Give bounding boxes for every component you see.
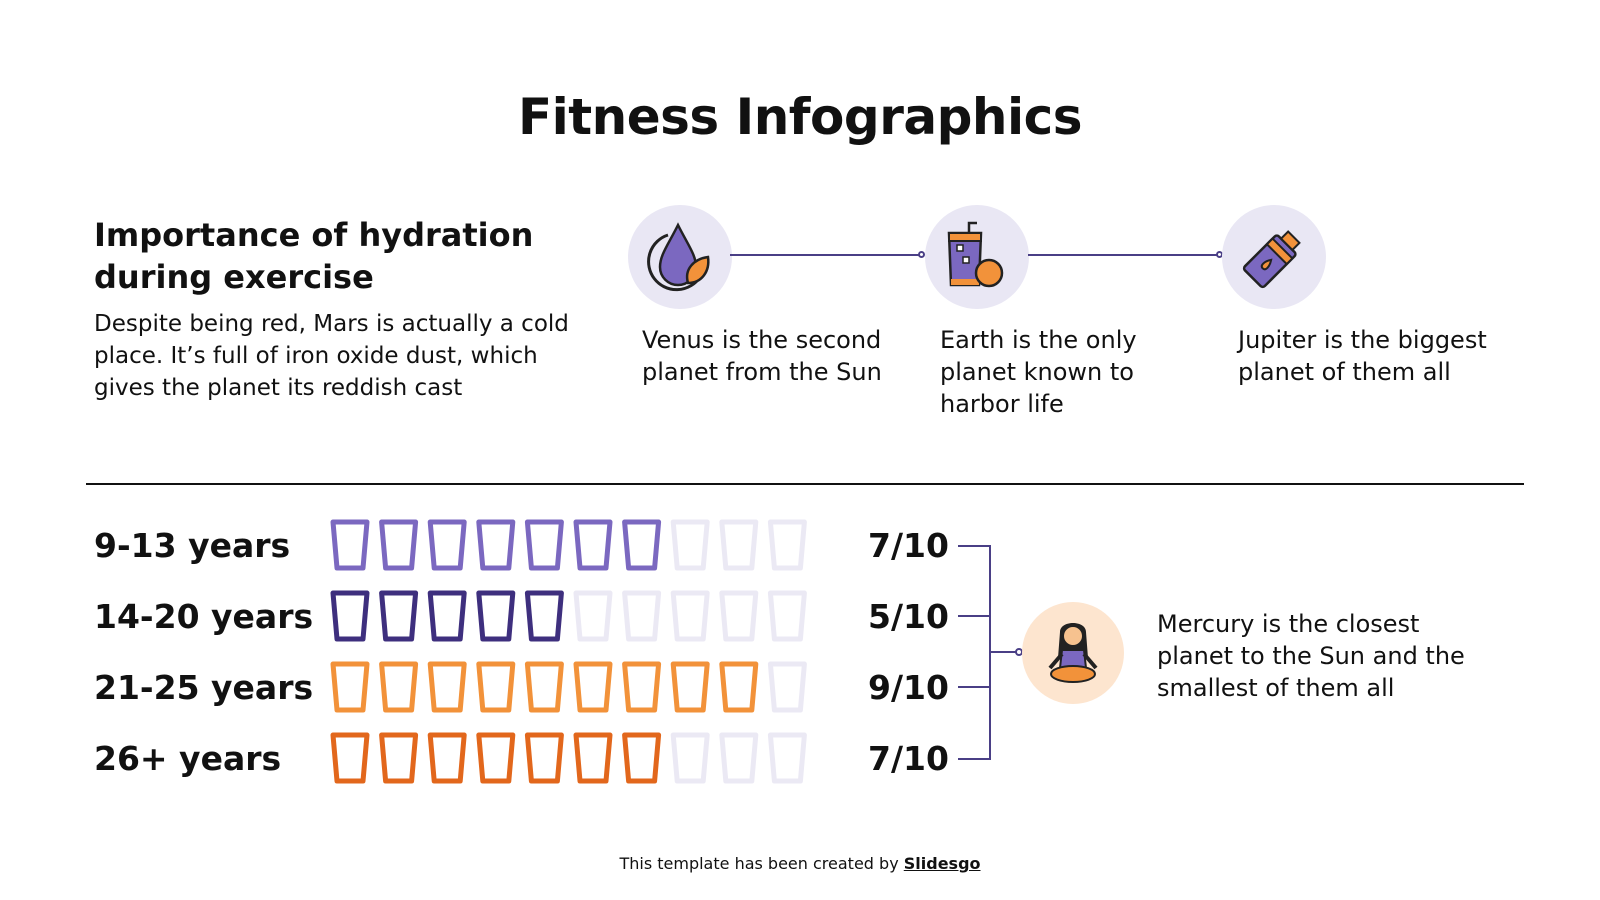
cup-empty [719,590,759,642]
rating-score: 5/10 [868,597,949,636]
meditation-person-icon [1022,602,1124,704]
cup-empty [670,732,710,784]
cup-filled [379,590,419,642]
cup-filled [379,519,419,571]
connector-line [730,254,920,256]
rating-score: 7/10 [868,739,949,778]
cup-filled [524,661,564,713]
cup-filled [719,661,759,713]
cup-filled [476,661,516,713]
cup-filled [330,519,370,571]
rating-score: 9/10 [868,668,949,707]
summary-text: Mercury is the closest planet to the Sun… [1157,610,1465,702]
cup-filled [330,590,370,642]
cup-filled [573,661,613,713]
water-drop-leaf-icon [628,205,732,309]
cup-filled [573,732,613,784]
divider [86,483,1524,485]
cup-filled [330,661,370,713]
connector-dot [918,251,925,258]
cup-filled [622,519,662,571]
water-bottle-icon [1222,205,1326,309]
step-caption: Earth is the only planet known to harbor… [940,326,1137,418]
page-title: Fitness Infographics [517,88,1083,146]
footer-prefix: This template has been created by [619,854,904,873]
rating-label: 26+ years [94,739,282,778]
section-heading: Importance of hydration during exercise [94,216,534,296]
cup-filled [524,732,564,784]
rating-label: 14-20 years [94,597,314,636]
cup-empty [719,519,759,571]
cup-filled [476,519,516,571]
cup-empty [767,732,807,784]
cup-empty [767,590,807,642]
rating-label: 9-13 years [94,526,291,565]
step-caption: Jupiter is the biggest planet of them al… [1238,326,1487,386]
cup-empty [719,732,759,784]
rating-label: 21-25 years [94,668,314,707]
connector-line [1028,254,1218,256]
cup-filled [379,732,419,784]
section-body: Despite being red, Mars is actually a co… [94,311,569,401]
juice-glass-apple-icon [925,205,1029,309]
rating-score: 7/10 [868,526,949,565]
cup-empty [767,661,807,713]
cup-filled [330,732,370,784]
cup-filled [476,590,516,642]
cup-empty [622,590,662,642]
cup-empty [670,590,710,642]
footer-credit: This template has been created by Slides… [0,854,1600,873]
cup-filled [622,661,662,713]
cup-filled [476,732,516,784]
cup-filled [622,732,662,784]
cup-empty [670,519,710,571]
cup-filled [670,661,710,713]
bracket-connector [958,545,1023,760]
cup-filled [524,590,564,642]
cup-empty [767,519,807,571]
slidesgo-link[interactable]: Slidesgo [903,854,981,873]
cup-empty [573,590,613,642]
cup-filled [427,590,467,642]
cup-filled [573,519,613,571]
cup-filled [427,732,467,784]
cup-filled [379,661,419,713]
step-caption: Venus is the second planet from the Sun [642,326,882,386]
cup-filled [524,519,564,571]
cup-filled [427,519,467,571]
cup-filled [427,661,467,713]
